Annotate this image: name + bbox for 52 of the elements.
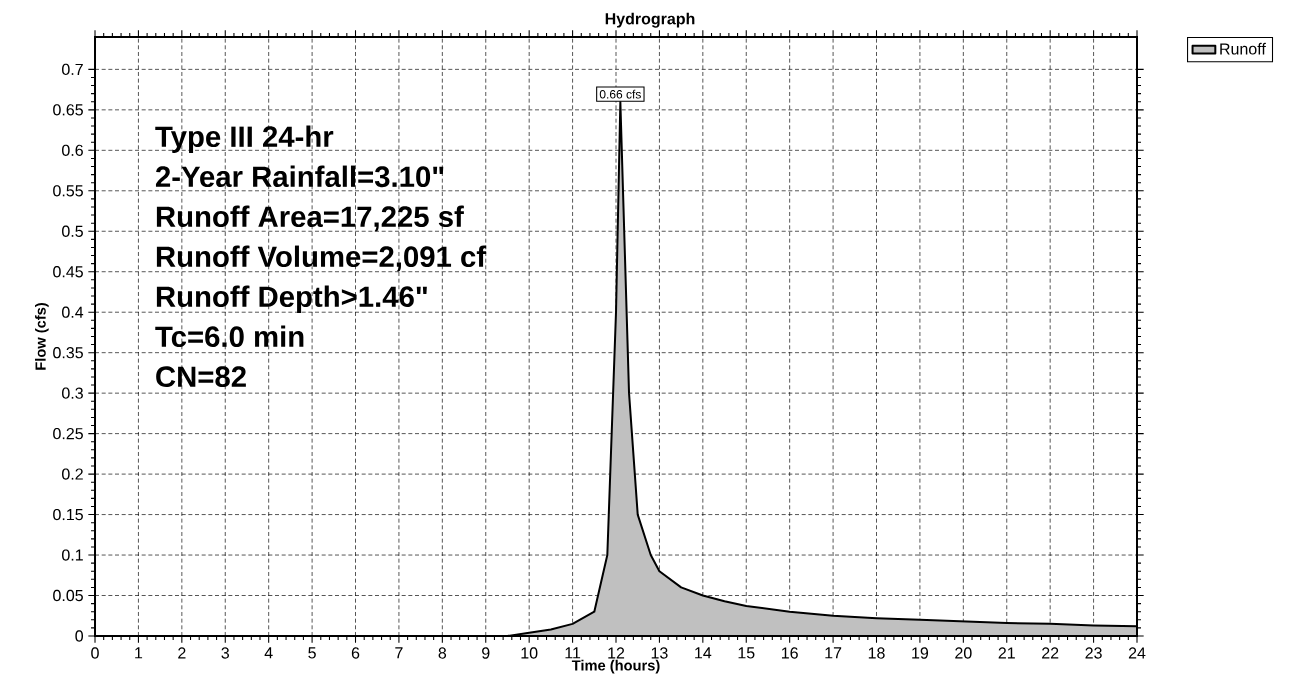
x-tick-label: 14 bbox=[695, 647, 712, 659]
y-tick-label: 0.6 bbox=[62, 144, 83, 156]
x-tick-label: 3 bbox=[221, 647, 230, 659]
legend-label: Runoff bbox=[1220, 42, 1266, 55]
x-tick-label: 9 bbox=[482, 647, 490, 659]
y-tick-label: 0.2 bbox=[62, 468, 83, 480]
y-tick-label: 0.15 bbox=[53, 508, 83, 521]
annotation: Runoff Area=17,225 sf bbox=[156, 205, 464, 232]
y-tick-label: 0.65 bbox=[53, 104, 83, 116]
y-tick-label: 0.35 bbox=[53, 347, 83, 359]
x-tick-label: 12 bbox=[608, 647, 625, 659]
y-tick-label: 0.25 bbox=[53, 427, 83, 440]
x-tick-label: 7 bbox=[395, 647, 403, 659]
x-tick-label: 16 bbox=[781, 647, 798, 659]
x-tick-label: 21 bbox=[998, 647, 1015, 659]
annotation: Tc=6.0 min bbox=[155, 325, 304, 348]
x-tick-label: 19 bbox=[912, 647, 929, 659]
y-tick-label: 0 bbox=[75, 630, 84, 642]
annotation: Runoff Volume=2,091 cf bbox=[156, 245, 487, 272]
x-tick-label: 13 bbox=[651, 647, 668, 659]
y-tick-label: 0.05 bbox=[53, 589, 83, 602]
x-tick-label: 1 bbox=[135, 647, 143, 659]
x-tick-label: 4 bbox=[264, 647, 273, 659]
x-tick-label: 0 bbox=[91, 647, 99, 659]
x-tick-label: 6 bbox=[351, 647, 360, 659]
annotation: Runoff Depth>1.46" bbox=[156, 285, 427, 313]
y-tick-label: 0.3 bbox=[62, 387, 83, 399]
annotation: 0.66 cfs bbox=[599, 89, 641, 99]
x-tick-label: 22 bbox=[1042, 647, 1059, 659]
y-tick-label: 0.45 bbox=[53, 266, 83, 278]
x-tick-label: 17 bbox=[825, 647, 842, 659]
y-axis-title: Flow (cfs) bbox=[35, 303, 49, 370]
annotation: 2-Year Rainfall=3.10" bbox=[155, 165, 444, 188]
x-tick-label: 11 bbox=[565, 647, 581, 659]
annotation: Type III 24-hr bbox=[155, 125, 334, 153]
annotation: CN=82 bbox=[156, 366, 246, 388]
x-tick-label: 8 bbox=[438, 647, 447, 659]
y-tick-label: 0.7 bbox=[62, 63, 83, 76]
y-tick-label: 0.4 bbox=[62, 306, 84, 318]
x-tick-label: 15 bbox=[738, 647, 755, 659]
y-tick-label: 0.1 bbox=[62, 549, 83, 561]
y-tick-label: 0.55 bbox=[53, 185, 83, 197]
y-tick-label: 0.5 bbox=[62, 225, 83, 237]
x-tick-label: 2 bbox=[178, 647, 186, 659]
chart-title: Hydrograph bbox=[605, 12, 695, 28]
x-tick-label: 20 bbox=[955, 647, 972, 659]
x-tick-label: 5 bbox=[308, 647, 316, 659]
x-tick-label: 23 bbox=[1085, 647, 1102, 659]
x-tick-label: 10 bbox=[521, 647, 538, 659]
x-axis-title: Time (hours) bbox=[571, 659, 660, 674]
x-tick-label: 18 bbox=[868, 647, 885, 659]
x-tick-label: 24 bbox=[1128, 647, 1146, 659]
